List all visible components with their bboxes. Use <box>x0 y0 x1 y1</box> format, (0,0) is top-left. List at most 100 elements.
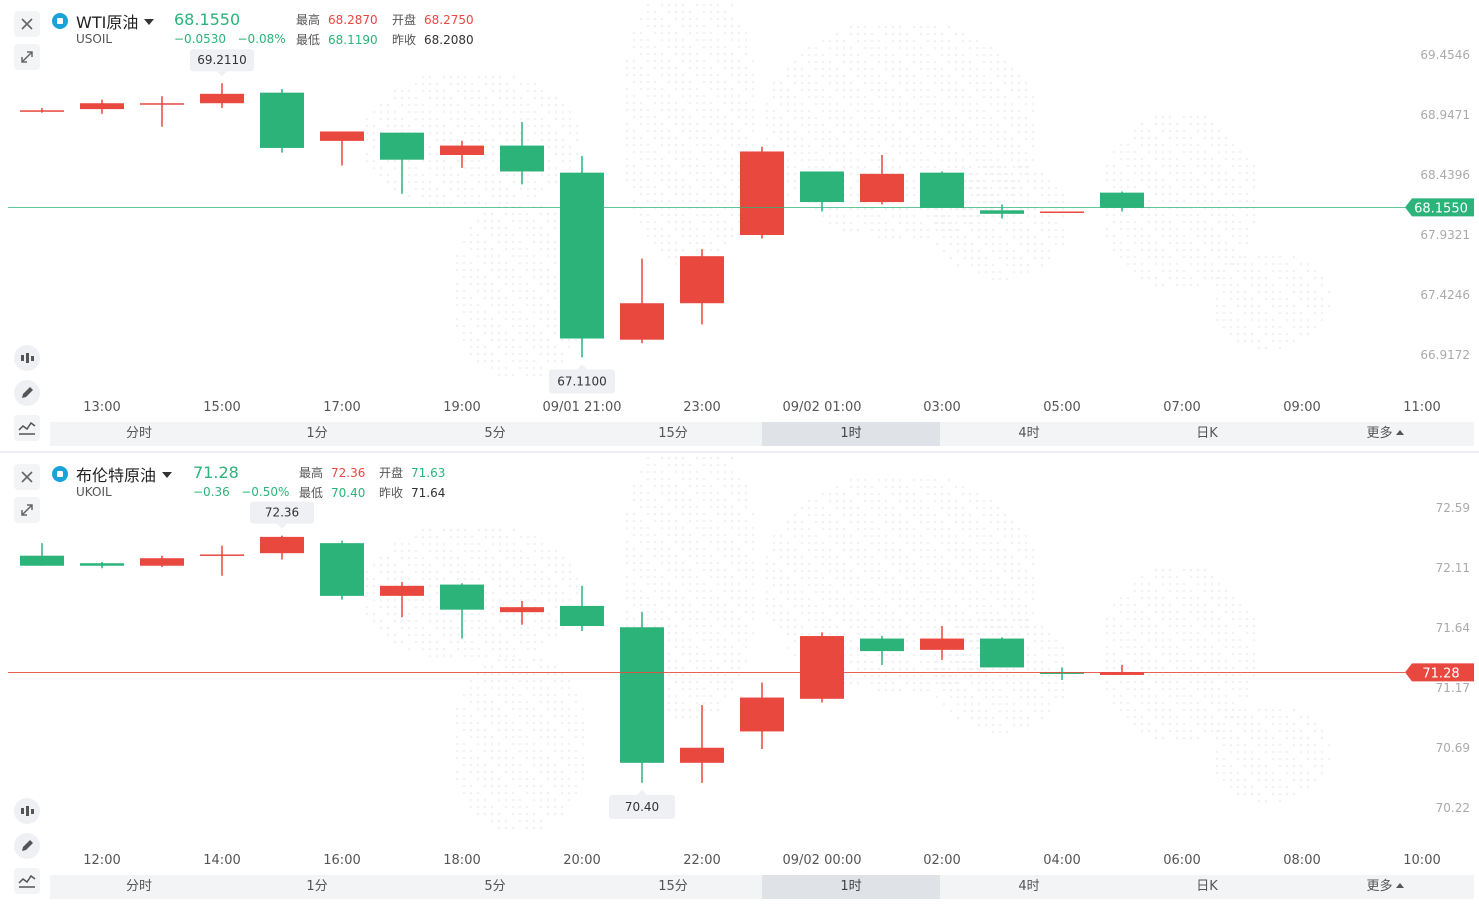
map-dot <box>640 88 643 91</box>
map-dot <box>836 110 839 113</box>
map-dot <box>1239 151 1242 154</box>
map-dot <box>1025 131 1028 134</box>
map-dot <box>992 633 995 636</box>
map-dot <box>1190 179 1193 182</box>
map-dot <box>843 54 846 57</box>
timeframe-tab[interactable]: 更多 <box>1296 422 1474 446</box>
map-dot <box>710 471 713 474</box>
map-dot <box>941 493 944 496</box>
map-dot <box>1162 646 1165 649</box>
map-dot <box>983 605 986 608</box>
map-dot <box>1018 598 1021 601</box>
map-dot <box>878 514 881 517</box>
map-dot <box>878 563 881 566</box>
map-dot <box>717 534 720 537</box>
map-dot <box>696 492 699 495</box>
map-dot <box>717 499 720 502</box>
map-dot <box>689 639 692 642</box>
map-dot <box>857 68 860 71</box>
map-dot <box>1230 284 1233 287</box>
map-dot <box>983 500 986 503</box>
timeframe-tab[interactable]: 1时 <box>762 422 940 446</box>
map-dot <box>1141 130 1144 133</box>
map-dot <box>927 626 930 629</box>
map-dot <box>512 374 515 377</box>
map-dot <box>920 89 923 92</box>
x-tick-label: 09/02 01:00 <box>782 400 861 415</box>
map-dot <box>941 159 944 162</box>
map-dot <box>878 605 881 608</box>
map-dot <box>491 255 494 258</box>
map-dot <box>526 283 529 286</box>
timeframe-tab[interactable]: 1分 <box>228 422 406 446</box>
map-dot <box>534 585 537 588</box>
map-dot <box>457 160 460 163</box>
timeframe-tab[interactable]: 分时 <box>50 422 228 446</box>
map-dot <box>450 536 453 539</box>
map-dot <box>1155 263 1158 266</box>
map-dot <box>808 549 811 552</box>
map-dot <box>1041 222 1044 225</box>
map-dot <box>513 104 516 107</box>
map-dot <box>633 492 636 495</box>
map-dot <box>1162 144 1165 147</box>
timeframe-tab[interactable]: 4时 <box>940 422 1118 446</box>
map-dot <box>948 493 951 496</box>
map-dot <box>1141 137 1144 140</box>
map-dot <box>1013 194 1016 197</box>
chart-type-button[interactable] <box>14 345 40 371</box>
map-dot <box>978 201 981 204</box>
map-dot <box>990 96 993 99</box>
map-dot <box>380 606 383 609</box>
expand-button[interactable] <box>14 44 40 70</box>
map-dot <box>1120 158 1123 161</box>
map-dot <box>857 201 860 204</box>
map-dot <box>1169 646 1172 649</box>
symbol-selector[interactable]: WTI原油 <box>76 9 154 33</box>
map-dot <box>906 138 909 141</box>
map-dot <box>850 159 853 162</box>
map-dot <box>1225 144 1228 147</box>
map-dot <box>801 89 804 92</box>
map-dot <box>477 269 480 272</box>
map-dot <box>913 124 916 127</box>
map-dot <box>752 562 755 565</box>
map-dot <box>401 641 404 644</box>
map-dot <box>470 339 473 342</box>
timeframe-tab[interactable]: 15分 <box>584 422 762 446</box>
close-button[interactable] <box>14 11 40 37</box>
wti-candlestick-chart[interactable]: 69.454668.947168.439667.932167.424666.91… <box>0 0 1479 452</box>
map-dot <box>470 227 473 230</box>
map-dot <box>422 578 425 581</box>
map-dot <box>654 32 657 35</box>
map-dot <box>1272 298 1275 301</box>
map-dot <box>801 542 804 545</box>
map-dot <box>745 597 748 600</box>
map-dot <box>815 152 818 155</box>
map-dot <box>731 576 734 579</box>
map-dot <box>829 152 832 155</box>
map-dot <box>519 360 522 363</box>
map-dot <box>1020 201 1023 204</box>
map-dot <box>506 132 509 135</box>
map-dot <box>787 180 790 183</box>
timeframe-tab[interactable]: 5分 <box>406 422 584 446</box>
map-dot <box>864 117 867 120</box>
indicator-button[interactable] <box>14 415 40 441</box>
map-dot <box>724 513 727 516</box>
y-tick-label: 68.4396 <box>1420 168 1470 182</box>
map-dot <box>498 241 501 244</box>
map-dot <box>990 521 993 524</box>
map-dot <box>850 486 853 489</box>
map-dot <box>682 11 685 14</box>
map-dot <box>450 557 453 560</box>
draw-tool-button[interactable] <box>14 380 40 406</box>
map-dot <box>969 528 972 531</box>
timeframe-tab[interactable]: 日K <box>1118 422 1296 446</box>
map-dot <box>1025 535 1028 538</box>
map-dot <box>969 500 972 503</box>
dropdown-caret-icon[interactable] <box>144 19 154 25</box>
map-dot <box>436 543 439 546</box>
map-dot <box>1041 173 1044 176</box>
